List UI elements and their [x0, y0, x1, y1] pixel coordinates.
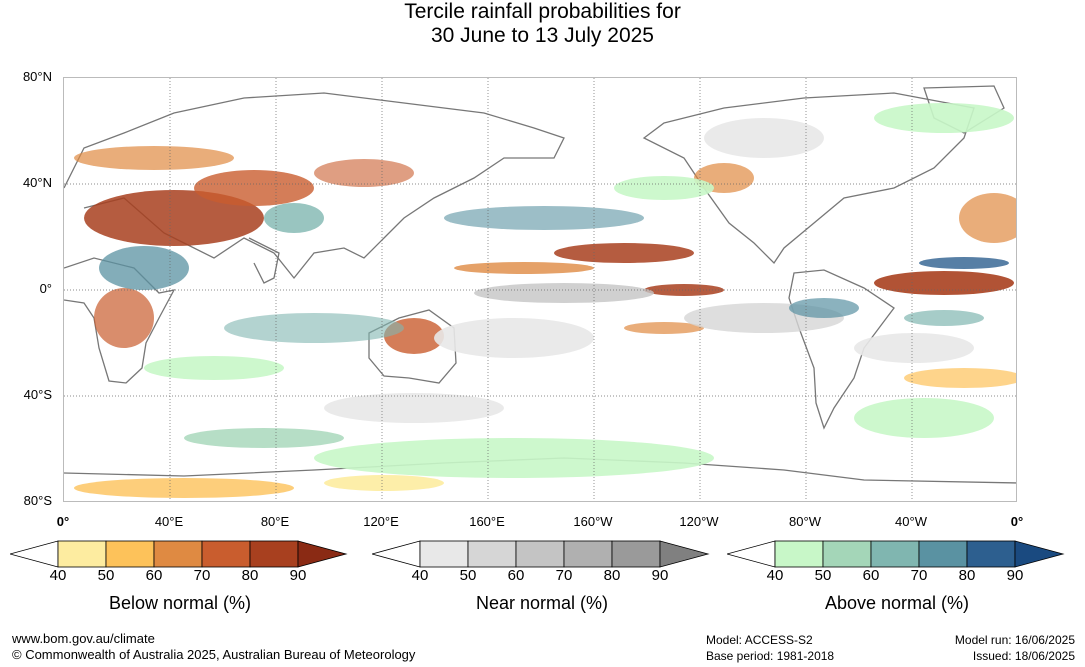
colorbar-high-arrow: [297, 540, 348, 568]
bom-url-link[interactable]: www.bom.gov.au/climate: [12, 631, 155, 646]
colorbar-segment: [822, 540, 872, 568]
below-normal-label: Below normal (%): [108, 593, 252, 613]
above-tick: 60: [862, 567, 880, 584]
map-title-line2: 30 June to 13 July 2025: [430, 24, 654, 47]
above-tick: 70: [910, 567, 928, 584]
lat-label-40s: 40°S: [23, 387, 52, 402]
colorbar-segment: [57, 540, 107, 568]
below-tick: 70: [193, 567, 211, 584]
lon-label-0-east: 0°: [1010, 514, 1024, 529]
colorbar-segment: [105, 540, 155, 568]
india-outline: [248, 237, 280, 284]
colorbar-segment: [966, 540, 1016, 568]
lat-label-80s: 80°S: [23, 493, 52, 508]
colorbar-high-arrow: [1014, 540, 1065, 568]
map-canvas: [64, 78, 1016, 501]
lat-label-equator: 0°: [39, 281, 52, 296]
lon-label-40e: 40°E: [154, 514, 184, 529]
above-normal-colorbar: [725, 540, 1067, 573]
lat-label-40n: 40°N: [22, 175, 52, 190]
below-normal-shading: [74, 146, 1016, 498]
footer-left: www.bom.gov.au/climate © Commonwealth of…: [12, 631, 415, 663]
near-tick: 50: [459, 567, 477, 584]
above-normal-label: Above normal (%): [824, 593, 970, 613]
lon-label-80w: 80°W: [789, 514, 821, 529]
near-tick: 90: [651, 567, 669, 584]
near-tick: 60: [507, 567, 525, 584]
issued-date: Issued: 18/06/2025: [972, 649, 1075, 663]
near-normal-label: Near normal (%): [475, 593, 609, 613]
colorbar-low-arrow: [8, 540, 59, 568]
lon-label-40w: 40°W: [895, 514, 927, 529]
colorbar-segment: [870, 540, 920, 568]
lon-label-160w: 160°W: [573, 514, 613, 529]
graticule: [64, 78, 1016, 501]
colorbar-segment: [467, 540, 517, 568]
below-normal-ticks: 40 50 60 70 80 90: [10, 567, 350, 587]
near-normal-shading: [324, 118, 974, 423]
near-tick: 80: [603, 567, 621, 584]
colorbar-segment: [774, 540, 824, 568]
near-normal-ticks: 40 50 60 70 80 90: [372, 567, 712, 587]
above-tick: 80: [958, 567, 976, 584]
near-tick: 40: [411, 567, 429, 584]
lon-label-120e: 120°E: [363, 514, 399, 529]
lon-label-80e: 80°E: [260, 514, 290, 529]
map-title: Tercile rainfall probabilities for 30 Ju…: [0, 0, 1085, 48]
colorbar-segment: [918, 540, 968, 568]
base-period: Base period: 1981-2018: [706, 649, 835, 663]
footer-dates: Model run: 16/06/2025 Issued: 18/06/2025: [955, 632, 1075, 664]
copyright-text: © Commonwealth of Australia 2025, Austra…: [12, 647, 416, 662]
europe-asia-outline: [64, 92, 565, 280]
colorbar-low-arrow: [725, 540, 776, 568]
below-tick: 90: [289, 567, 307, 584]
colorbar-high-arrow: [659, 540, 710, 568]
colorbar-segment: [249, 540, 299, 568]
near-normal-colorbar: [370, 540, 712, 573]
above-normal-ticks: 40 50 60 70 80 90: [727, 567, 1067, 587]
lon-label-160e: 160°E: [469, 514, 505, 529]
model-name: Model: ACCESS-S2: [706, 633, 813, 647]
colorbar-segment: [201, 540, 251, 568]
colorbar-low-arrow: [370, 540, 421, 568]
lat-label-80n: 80°N: [22, 69, 52, 84]
below-tick: 60: [145, 567, 163, 584]
footer-model-info: Model: ACCESS-S2 Base period: 1981-2018: [706, 632, 834, 664]
below-tick: 80: [241, 567, 259, 584]
near-tick: 70: [555, 567, 573, 584]
above-tick: 50: [814, 567, 832, 584]
model-run-date: Model run: 16/06/2025: [954, 633, 1075, 647]
above-tick: 90: [1006, 567, 1024, 584]
lon-label-0: 0°: [56, 514, 70, 529]
colorbar-segment: [611, 540, 661, 568]
colorbar-segment: [419, 540, 469, 568]
above-tick: 40: [766, 567, 784, 584]
above-normal-shading: [99, 103, 1014, 478]
colorbar-segment: [153, 540, 203, 568]
below-normal-colorbar: [8, 540, 350, 573]
australia-outline: [368, 309, 457, 384]
lon-label-120w: 120°W: [679, 514, 719, 529]
below-tick: 40: [49, 567, 67, 584]
colorbar-segment: [515, 540, 565, 568]
colorbar-segment: [563, 540, 613, 568]
world-rainfall-map[interactable]: [63, 77, 1017, 502]
below-tick: 50: [97, 567, 115, 584]
map-title-line1: Tercile rainfall probabilities for: [404, 0, 681, 23]
